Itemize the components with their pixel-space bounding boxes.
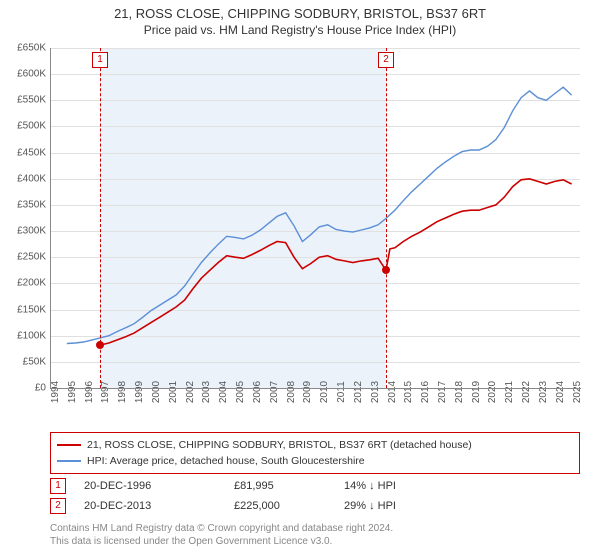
title-address: 21, ROSS CLOSE, CHIPPING SODBURY, BRISTO… [0, 6, 600, 21]
legend-swatch [57, 444, 81, 446]
sale-price: £81,995 [234, 480, 344, 492]
y-tick-label: £650K [0, 43, 46, 54]
sale-data-point [96, 341, 104, 349]
sale-diff: 29% ↓ HPI [344, 500, 454, 512]
legend-box: 21, ROSS CLOSE, CHIPPING SODBURY, BRISTO… [50, 432, 580, 474]
y-tick-label: £200K [0, 278, 46, 289]
sale-row: 2 20-DEC-2013£225,00029% ↓ HPI [50, 496, 580, 516]
y-tick-label: £0 [0, 383, 46, 394]
y-tick-label: £50K [0, 356, 46, 367]
y-tick-label: £350K [0, 199, 46, 210]
title-subtitle: Price paid vs. HM Land Registry's House … [0, 23, 600, 37]
chart-title-block: 21, ROSS CLOSE, CHIPPING SODBURY, BRISTO… [0, 0, 600, 37]
sale-price: £225,000 [234, 500, 344, 512]
y-tick-label: £100K [0, 330, 46, 341]
footer-line2: This data is licensed under the Open Gov… [50, 535, 580, 548]
chart-area: £0£50K£100K£150K£200K£250K£300K£350K£400… [50, 48, 580, 388]
sale-date: 20-DEC-1996 [84, 480, 234, 492]
y-tick-label: £400K [0, 173, 46, 184]
legend-swatch [57, 460, 81, 462]
sale-date: 20-DEC-2013 [84, 500, 234, 512]
y-tick-label: £450K [0, 147, 46, 158]
footer-note: Contains HM Land Registry data © Crown c… [50, 522, 580, 548]
sale-marker-line [100, 48, 101, 388]
legend-row: 21, ROSS CLOSE, CHIPPING SODBURY, BRISTO… [57, 437, 573, 453]
sale-diff: 14% ↓ HPI [344, 480, 454, 492]
sale-row-marker: 2 [50, 498, 66, 514]
y-tick-label: £500K [0, 121, 46, 132]
legend-label: HPI: Average price, detached house, Sout… [87, 453, 365, 469]
sale-marker-box: 2 [378, 52, 394, 68]
y-tick-label: £550K [0, 95, 46, 106]
series-hpi [67, 87, 572, 343]
sale-marker-box: 1 [92, 52, 108, 68]
grid-line [50, 388, 580, 389]
sales-table: 1 20-DEC-1996£81,99514% ↓ HPI 2 20-DEC-2013… [50, 476, 580, 516]
legend-label: 21, ROSS CLOSE, CHIPPING SODBURY, BRISTO… [87, 437, 472, 453]
y-tick-label: £250K [0, 252, 46, 263]
y-tick-label: £600K [0, 69, 46, 80]
sale-row: 1 20-DEC-1996£81,99514% ↓ HPI [50, 476, 580, 496]
y-tick-label: £300K [0, 226, 46, 237]
y-tick-label: £150K [0, 304, 46, 315]
plot-lines [50, 48, 580, 388]
sale-data-point [382, 266, 390, 274]
series-price_paid [100, 179, 572, 345]
legend-row: HPI: Average price, detached house, Sout… [57, 453, 573, 469]
footer-line1: Contains HM Land Registry data © Crown c… [50, 522, 580, 535]
sale-row-marker: 1 [50, 478, 66, 494]
sale-marker-line [386, 48, 387, 388]
